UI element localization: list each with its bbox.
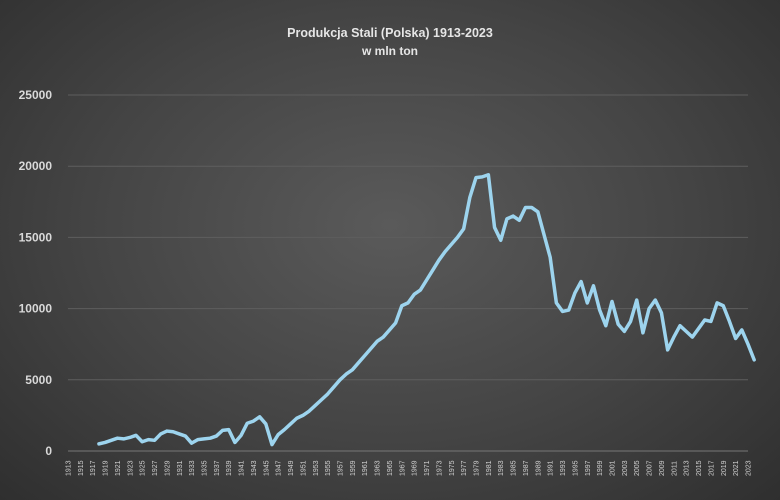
x-tick-label: 1939 — [226, 460, 233, 476]
x-tick-label: 1933 — [189, 460, 196, 476]
x-tick-label: 1941 — [239, 460, 246, 476]
x-tick-label: 1951 — [300, 460, 307, 476]
x-tick-label: 1989 — [535, 460, 542, 476]
x-tick-label: 2007 — [647, 460, 654, 476]
x-tick-label: 1913 — [66, 460, 73, 476]
x-tick-label: 1947 — [276, 460, 283, 476]
y-tick-label: 0 — [45, 444, 52, 458]
chart-title: Produkcja Stali (Polska) 1913-2023 — [287, 26, 493, 40]
series-line — [97, 172, 756, 447]
x-tick-label: 1957 — [338, 460, 345, 476]
x-tick-label: 1991 — [548, 460, 555, 476]
x-tick-label: 1955 — [325, 460, 332, 476]
x-tick-label: 1963 — [375, 460, 382, 476]
x-tick-label: 2011 — [671, 461, 678, 476]
x-tick-label: 2013 — [684, 460, 691, 476]
x-tick-label: 1917 — [90, 460, 97, 476]
chart-subtitle: w mln ton — [362, 44, 418, 58]
x-tick-label: 1945 — [263, 460, 270, 476]
x-tick-label: 1923 — [127, 460, 134, 476]
x-tick-label: 2005 — [634, 460, 641, 476]
x-tick-label: 1915 — [78, 460, 85, 476]
x-tick-label: 1921 — [115, 460, 122, 476]
x-tick-label: 2017 — [708, 460, 715, 476]
x-tick-label: 1969 — [412, 460, 419, 476]
x-tick-label: 1961 — [362, 460, 369, 476]
x-tick-label: 1987 — [523, 460, 530, 476]
x-tick-label: 1949 — [288, 460, 295, 476]
y-tick-label: 10000 — [19, 302, 53, 316]
x-tick-label: 1979 — [474, 460, 481, 476]
x-tick-label: 1973 — [436, 460, 443, 476]
x-tick-label: 1953 — [313, 460, 320, 476]
x-tick-label: 2019 — [721, 460, 728, 476]
x-tick-label: 1959 — [350, 460, 357, 476]
x-tick-label: 2015 — [696, 460, 703, 476]
x-tick-label: 1997 — [585, 460, 592, 476]
x-tick-label: 1993 — [560, 460, 567, 476]
x-tick-label: 1977 — [461, 460, 468, 476]
x-tick-label: 1967 — [399, 460, 406, 476]
y-tick-label: 20000 — [19, 159, 53, 173]
x-tick-label: 1931 — [177, 460, 184, 476]
x-tick-label: 2021 — [733, 460, 740, 476]
x-tick-label: 1965 — [387, 460, 394, 476]
x-tick-label: 1971 — [424, 460, 431, 476]
y-tick-label: 15000 — [19, 230, 53, 244]
x-tick-label: 1937 — [214, 460, 221, 476]
x-tick-label: 2001 — [610, 460, 617, 476]
y-tick-label: 25000 — [19, 88, 53, 102]
x-tick-label: 2023 — [746, 460, 753, 476]
x-tick-label: 1985 — [511, 460, 518, 476]
x-tick-label: 1983 — [498, 460, 505, 476]
x-tick-label: 1919 — [103, 460, 110, 476]
y-tick-label: 5000 — [25, 373, 52, 387]
x-tick-label: 1995 — [572, 460, 579, 476]
x-tick-label: 1927 — [152, 460, 159, 476]
x-tick-label: 2003 — [622, 460, 629, 476]
x-tick-label: 1925 — [140, 460, 147, 476]
x-tick-label: 1943 — [251, 460, 258, 476]
x-tick-label: 1999 — [597, 460, 604, 476]
x-tick-label: 1975 — [449, 460, 456, 476]
x-tick-label: 1929 — [164, 460, 171, 476]
x-tick-label: 1935 — [202, 460, 209, 476]
x-tick-label: 2009 — [659, 460, 666, 476]
x-tick-label: 1981 — [486, 460, 493, 476]
